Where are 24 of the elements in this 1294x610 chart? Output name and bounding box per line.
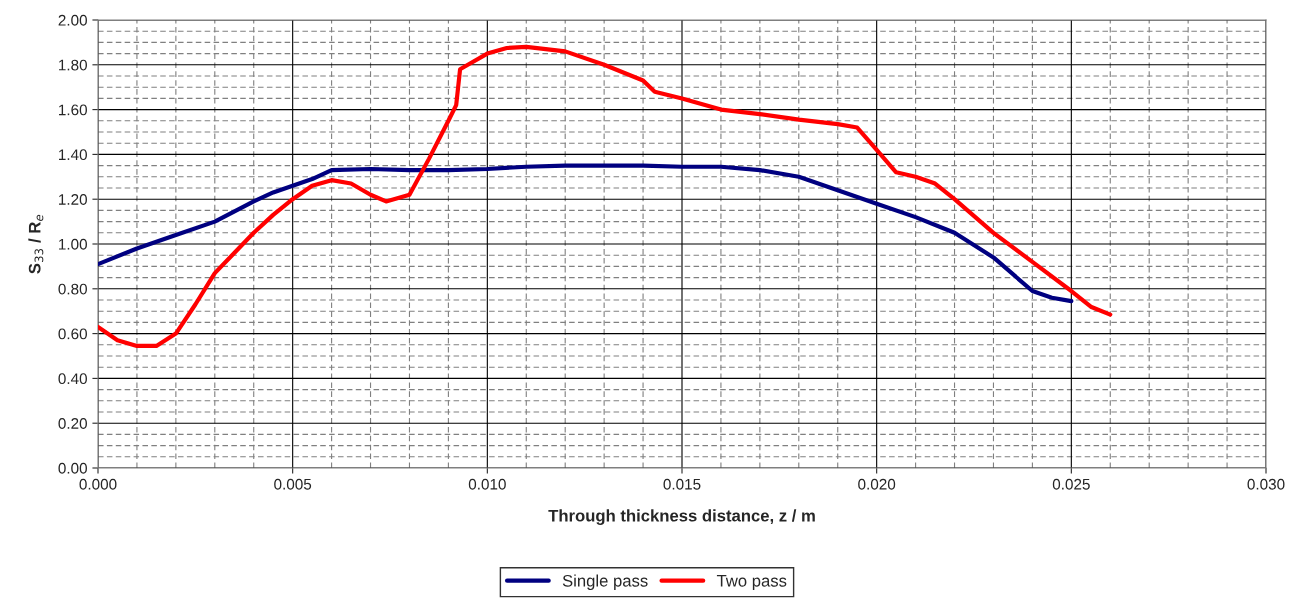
legend-label: Single pass	[562, 574, 648, 590]
y-tick-label: 2.00	[58, 14, 87, 26]
line-series	[98, 44, 1113, 349]
y-tick-label: 1.00	[59, 238, 87, 250]
y-tick-label: 1.80	[59, 59, 87, 71]
x-tick-label: 0.005	[274, 478, 312, 490]
y-tick-label: 0.60	[58, 328, 87, 340]
x-tick-label: 0.010	[468, 478, 506, 490]
y-tick-label: 0.00	[58, 462, 87, 474]
y-tick-label: 1.40	[59, 149, 87, 161]
y-tick-label: 0.20	[58, 418, 87, 429]
x-tick-label: 0.015	[663, 478, 701, 490]
line-series	[98, 163, 1074, 304]
x-tick-label: 0.000	[79, 478, 117, 490]
x-tick-label: 0.030	[1247, 478, 1285, 490]
y-axis-title: S$_{33}$ / R$_{e}$	[28, 214, 44, 274]
y-tick-label: 0.80	[58, 283, 87, 295]
x-axis-title: Through thickness distance, z / m	[548, 509, 815, 525]
y-tick-label: 1.20	[59, 194, 87, 205]
x-tick-label: 0.025	[1052, 478, 1090, 490]
x-tick-label: 0.020	[858, 478, 896, 490]
y-tick-label: 0.40	[58, 373, 87, 385]
y-tick-label: 1.60	[59, 104, 87, 116]
legend-label: Two pass	[716, 575, 787, 590]
